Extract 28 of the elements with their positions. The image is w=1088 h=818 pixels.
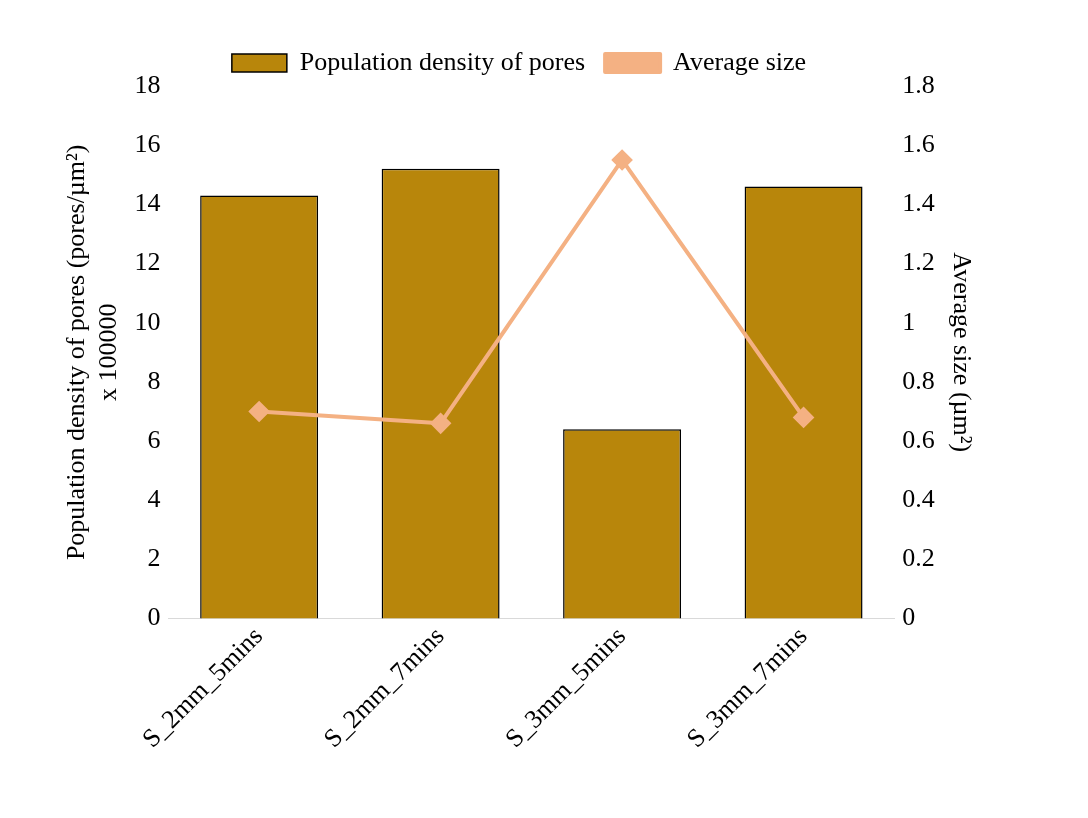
y-tick-label: 14 <box>134 188 161 218</box>
legend-label: Average size <box>673 46 807 76</box>
point <box>612 149 633 170</box>
y2-tick-label: 1 <box>902 306 916 336</box>
y-tick-label: 12 <box>134 247 161 277</box>
point <box>249 401 270 422</box>
y2-tick-label: 0.2 <box>902 543 935 573</box>
y-tick-label: 16 <box>134 129 161 158</box>
y-tick-label: 18 <box>134 69 161 99</box>
y2-axis-title: Average size (µm²) <box>947 252 977 453</box>
y2-tick-label: 0.6 <box>902 424 935 454</box>
y2-tick-label: 1.2 <box>902 247 935 277</box>
y2-tick-label: 0.4 <box>902 484 935 514</box>
y-tick-label: 2 <box>147 543 161 573</box>
y-tick-label: 0 <box>147 602 161 632</box>
y-tick-label: 10 <box>134 306 161 336</box>
y-axis-title: Population density of pores (pores/µm²) x 100000 <box>61 144 122 561</box>
legend-label: Population density of pores <box>299 46 586 76</box>
y2-tick-label: 1.4 <box>902 188 935 218</box>
y-tick-label: 4 <box>147 484 161 514</box>
y2-tick-label: 0.8 <box>902 365 935 395</box>
y2-tick-label: 1.6 <box>902 129 935 158</box>
point <box>793 407 814 428</box>
point <box>430 413 451 434</box>
y-tick-label: 6 <box>147 424 161 454</box>
y-tick-label: 8 <box>147 365 161 395</box>
y2-tick-label: 1.8 <box>902 69 935 99</box>
y2-tick-label: 0 <box>902 602 916 632</box>
